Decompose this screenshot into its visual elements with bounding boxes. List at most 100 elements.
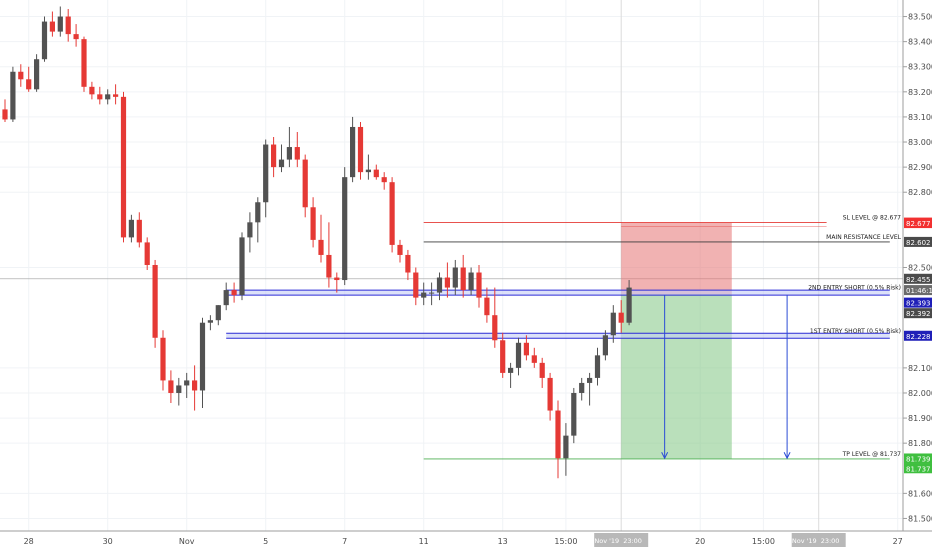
candle-body[interactable] <box>136 219 142 243</box>
candle-body[interactable] <box>89 86 95 95</box>
candle-body[interactable] <box>57 16 63 32</box>
candle-body[interactable] <box>26 79 32 90</box>
price-tick-label: 82.000 <box>908 389 932 398</box>
candle-body[interactable] <box>271 144 277 168</box>
candle-body[interactable] <box>436 277 443 293</box>
reward-zone[interactable] <box>621 294 732 459</box>
candle-body[interactable] <box>500 340 506 373</box>
candle-body[interactable] <box>168 380 174 393</box>
candle-body[interactable] <box>405 254 411 273</box>
candle-body[interactable] <box>421 292 427 298</box>
risk-zone[interactable] <box>621 222 732 295</box>
time-range-marker[interactable]: 24 Nov '19 23:00 <box>782 533 846 547</box>
candle-body[interactable] <box>215 305 221 321</box>
candle-body[interactable] <box>41 21 48 60</box>
candle-body[interactable] <box>192 380 198 391</box>
candle-body[interactable] <box>594 355 601 378</box>
candle-body[interactable] <box>2 109 8 120</box>
price-tick-label: 83.500 <box>908 13 932 22</box>
candle-body[interactable] <box>571 392 577 436</box>
candle-body[interactable] <box>223 290 229 306</box>
level-lines <box>226 222 890 460</box>
candle-body[interactable] <box>10 71 16 120</box>
candle-body[interactable] <box>286 147 292 160</box>
candle-body[interactable] <box>357 126 364 173</box>
candle-body[interactable] <box>515 342 522 368</box>
candle-body[interactable] <box>207 320 213 323</box>
candle-body[interactable] <box>199 322 206 391</box>
candle-body[interactable] <box>508 367 514 373</box>
candle-body[interactable] <box>278 159 285 168</box>
price-tick-label: 83.400 <box>908 38 932 47</box>
candle-body[interactable] <box>397 244 403 255</box>
candle-body[interactable] <box>626 287 632 323</box>
candle-body[interactable] <box>97 94 103 100</box>
candle-body[interactable] <box>326 254 332 278</box>
candle-body[interactable] <box>587 377 593 383</box>
candle-body[interactable] <box>160 337 166 381</box>
candle-body[interactable] <box>429 292 435 294</box>
candle-body[interactable] <box>555 410 561 459</box>
price-tag-bg <box>904 463 932 474</box>
candle-body[interactable] <box>49 21 55 32</box>
candle-body[interactable] <box>294 147 300 160</box>
candle-body[interactable] <box>476 272 482 298</box>
candle-body[interactable] <box>81 39 87 87</box>
candle-body[interactable] <box>34 59 40 90</box>
candle-body[interactable] <box>113 94 119 97</box>
candle-body[interactable] <box>563 435 569 459</box>
candle-body[interactable] <box>460 267 466 291</box>
candle-body[interactable] <box>310 207 316 240</box>
candle-body[interactable] <box>18 71 24 80</box>
candle-body[interactable] <box>73 34 79 40</box>
price-tick-label: 83.300 <box>908 63 932 72</box>
price-tag-tp: 81.737 <box>904 463 932 474</box>
price-tag-price: 82.455 <box>904 273 932 284</box>
candle-body[interactable] <box>318 239 324 255</box>
candle-body[interactable] <box>602 335 608 356</box>
candle-body[interactable] <box>128 219 134 238</box>
price-tag-bg <box>904 453 932 464</box>
candle-body[interactable] <box>231 290 237 296</box>
candle-body[interactable] <box>547 377 553 411</box>
candle-body[interactable] <box>618 312 624 323</box>
candle-body[interactable] <box>255 202 261 223</box>
candle-body[interactable] <box>531 355 537 363</box>
candle-body[interactable] <box>452 267 458 288</box>
candle-body[interactable] <box>184 380 190 386</box>
time-tick-label: 28 <box>24 537 34 546</box>
candle-body[interactable] <box>65 16 71 35</box>
candle-body[interactable] <box>334 277 340 281</box>
candle-body[interactable] <box>342 177 348 281</box>
candle-body[interactable] <box>523 342 529 356</box>
candle-body[interactable] <box>120 96 127 238</box>
price-axis[interactable]: 83.500 83.400 83.300 83.200 83.100 83.000 82.9… <box>903 13 932 524</box>
candle-body[interactable] <box>373 169 379 178</box>
candle-body[interactable] <box>444 277 450 288</box>
candle-body[interactable] <box>381 177 387 183</box>
candle-body[interactable] <box>492 315 498 341</box>
candle-body[interactable] <box>105 94 111 100</box>
price-tick-label: 83.000 <box>908 138 932 147</box>
time-axis[interactable]: 28 30 Nov 5 7 11 13 15:00 20 15:00 27 17 Nov '19 23:… <box>24 533 903 547</box>
candle-body[interactable] <box>152 264 158 338</box>
candle-body[interactable] <box>468 272 474 291</box>
price-tag-label: 82.677 <box>906 220 931 228</box>
candle-body[interactable] <box>389 182 395 245</box>
candle-body[interactable] <box>539 362 545 378</box>
candle-body[interactable] <box>239 237 245 296</box>
candle-body[interactable] <box>610 312 616 336</box>
candle-body[interactable] <box>263 144 269 203</box>
candle-body[interactable] <box>484 297 490 316</box>
candle-body[interactable] <box>302 159 308 208</box>
time-range-marker[interactable]: 17 Nov '19 23:00 <box>584 533 649 547</box>
candle-body[interactable] <box>365 169 371 173</box>
candle-body[interactable] <box>144 242 150 265</box>
candle-body[interactable] <box>579 382 585 393</box>
candle-body[interactable] <box>176 385 182 393</box>
candle-body[interactable] <box>247 222 253 238</box>
candle-body[interactable] <box>413 272 419 298</box>
candle-body[interactable] <box>350 126 356 178</box>
